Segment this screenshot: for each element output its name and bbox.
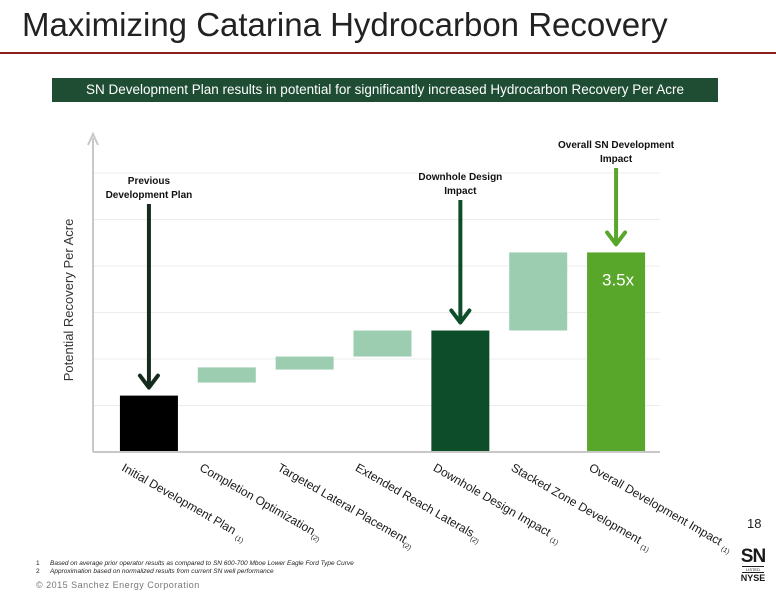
annotation-3-line2: Impact bbox=[600, 154, 633, 165]
x-tick-labels: Initial Development Plan (1)Completion O… bbox=[118, 460, 735, 556]
footnote-1: 1 Based on average prior operator results… bbox=[36, 560, 354, 567]
x-tick-label-5: Downhole Design Impact (1) bbox=[430, 460, 564, 547]
footnote-2: 2 Approximation based on normalized resul… bbox=[36, 568, 274, 575]
x-tick-label-7: Overall Development Impact (1) bbox=[586, 460, 735, 556]
logo-listed: LISTED bbox=[742, 566, 764, 573]
logo-exchange: NYSE bbox=[740, 573, 766, 583]
tick-sub: (2) bbox=[469, 536, 480, 546]
x-tick-label-1: Initial Development Plan (1) bbox=[118, 460, 248, 545]
page-number: 18 bbox=[747, 516, 762, 531]
gridlines bbox=[93, 172, 660, 406]
tick-sub: (1) bbox=[639, 544, 650, 554]
bar-4 bbox=[353, 330, 412, 357]
headline-banner: SN Development Plan results in potential… bbox=[52, 78, 718, 102]
title-rule bbox=[0, 52, 776, 54]
arrow-1-head bbox=[137, 373, 160, 390]
tick-sub: (1) bbox=[548, 537, 559, 547]
x-tick-label-6: Stacked Zone Development (1) bbox=[508, 460, 655, 554]
annotation-2-line2: Impact bbox=[444, 186, 477, 197]
bar-3 bbox=[275, 356, 334, 370]
y-axis-label: Potential Recovery Per Acre bbox=[61, 219, 76, 382]
tick-main: Overall Development Impact bbox=[587, 460, 728, 549]
annotation-3-line1: Overall SN Development bbox=[558, 140, 675, 151]
tick-sub: (2) bbox=[401, 542, 412, 552]
axes: Potential Recovery Per Acre bbox=[61, 131, 660, 453]
annotation-2-line1: Downhole Design bbox=[418, 172, 502, 183]
company-logo: SN LISTED NYSE bbox=[736, 546, 770, 588]
y-axis-arrow bbox=[87, 131, 99, 146]
arrow-3-head bbox=[605, 230, 628, 247]
copyright: © 2015 Sanchez Energy Corporation bbox=[36, 580, 200, 590]
bar-1 bbox=[119, 395, 178, 452]
tick-sub: (2) bbox=[310, 534, 321, 544]
bar-6 bbox=[509, 252, 568, 331]
annotation-1-line1: Previous bbox=[128, 176, 171, 187]
annotations: Previous Development Plan Downhole Design I… bbox=[106, 140, 675, 390]
page-title: Maximizing Catarina Hydrocarbon Recovery bbox=[22, 6, 668, 43]
x-tick-label-3: Targeted Lateral Placement(2) bbox=[274, 460, 417, 552]
arrow-2-head bbox=[449, 308, 472, 325]
bar-7 bbox=[587, 252, 646, 452]
bar-5 bbox=[431, 330, 490, 452]
x-tick-label-4: Extended Reach Laterals(2) bbox=[352, 460, 484, 546]
bar-label: 3.5x bbox=[602, 270, 635, 289]
logo-brand: SN bbox=[740, 546, 766, 567]
tick-sub: (1) bbox=[720, 546, 731, 556]
bars: 3.5x bbox=[119, 252, 646, 452]
tick-sub: (1) bbox=[233, 535, 244, 545]
bar-2 bbox=[197, 367, 256, 383]
tick-main: Stacked Zone Development bbox=[509, 460, 647, 548]
tick-main: Targeted Lateral Placement bbox=[275, 460, 410, 546]
annotation-1-line2: Development Plan bbox=[106, 190, 193, 201]
footnotes: 1 Based on average prior operator results… bbox=[36, 560, 354, 576]
